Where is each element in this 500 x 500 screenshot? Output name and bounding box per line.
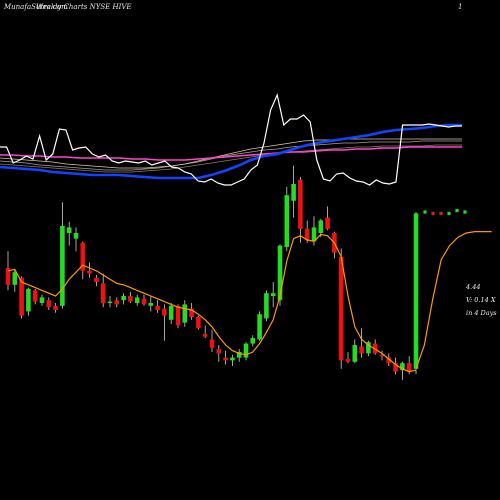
candle-body	[100, 283, 106, 303]
candle-body	[338, 256, 344, 361]
candle-body	[352, 345, 358, 362]
candle-body	[53, 305, 58, 310]
candle-body	[413, 213, 419, 369]
volume-line	[0, 93, 462, 186]
candle-body	[257, 314, 262, 340]
candle-body	[298, 179, 303, 229]
candle-body	[277, 245, 283, 301]
candle-body	[236, 352, 242, 358]
projection-dot	[423, 210, 427, 214]
candle-body	[325, 217, 330, 229]
header-right-number: 1	[458, 3, 463, 11]
candle-body	[168, 305, 174, 320]
candle-body	[386, 357, 392, 364]
candle-body	[141, 298, 147, 305]
candle-body	[202, 333, 208, 337]
candle-body	[46, 300, 52, 308]
candle-body	[284, 195, 290, 247]
candle-body	[60, 226, 65, 306]
grey-ma-3-line	[0, 144, 462, 173]
candle-body	[148, 303, 154, 306]
candle-body	[26, 289, 31, 312]
candle-body	[400, 363, 405, 371]
candle-body	[196, 317, 201, 329]
candle-body	[223, 357, 228, 361]
candle-body	[94, 277, 99, 282]
header-chart-title: Weekly Charts NYSE HIVE	[36, 3, 132, 11]
info-days: in 4 Days	[466, 309, 497, 317]
candle-body	[189, 308, 194, 317]
projection-dot	[439, 211, 443, 215]
projection-dot	[455, 209, 459, 213]
candle-body	[114, 300, 120, 305]
candle-body	[250, 338, 256, 344]
candle-body	[345, 359, 351, 362]
candle-body	[264, 293, 269, 319]
candle-body	[80, 242, 86, 271]
candle-body	[162, 308, 167, 316]
pink-ma-line	[0, 146, 462, 161]
info-price: 4.44	[466, 283, 481, 291]
candle-body	[304, 228, 310, 240]
candle-body	[311, 227, 317, 242]
projection-dot	[463, 210, 467, 214]
candle-body	[182, 304, 188, 323]
candle-body	[19, 277, 24, 316]
candle-body	[318, 220, 324, 233]
candle-body	[366, 342, 371, 354]
candle-body	[393, 363, 398, 372]
grey-ma-1-line	[0, 138, 462, 169]
blue-ma-line	[0, 123, 462, 180]
candle-body	[209, 339, 215, 348]
candle-body	[32, 290, 38, 302]
candle-body	[128, 296, 133, 302]
candle-body	[87, 270, 92, 274]
projection-dot	[447, 211, 451, 215]
candle-body	[270, 293, 276, 296]
candle-body	[134, 297, 140, 303]
candle-body	[379, 354, 385, 357]
candle-body	[359, 346, 364, 354]
candle-body	[230, 357, 235, 361]
candle-body	[39, 297, 45, 303]
candle-body	[12, 272, 18, 285]
candle-body	[291, 184, 296, 201]
ema-projection-line	[415, 231, 492, 369]
candle-body	[155, 305, 160, 310]
candle-body	[73, 233, 79, 239]
projection-dot	[431, 211, 435, 215]
candle-body	[406, 363, 412, 372]
candle-body	[107, 301, 113, 303]
candle-body	[5, 268, 11, 285]
header-site-name: MunafaSutra.com	[4, 3, 68, 11]
candle-body	[175, 305, 181, 326]
candle-body	[121, 296, 126, 301]
grey-ma-2-line	[0, 140, 462, 171]
candle-body	[216, 349, 222, 354]
candle-body	[243, 343, 249, 358]
info-volume: V: 0.14 X	[466, 296, 496, 304]
ema-line	[7, 233, 417, 373]
candle-body	[66, 227, 72, 233]
